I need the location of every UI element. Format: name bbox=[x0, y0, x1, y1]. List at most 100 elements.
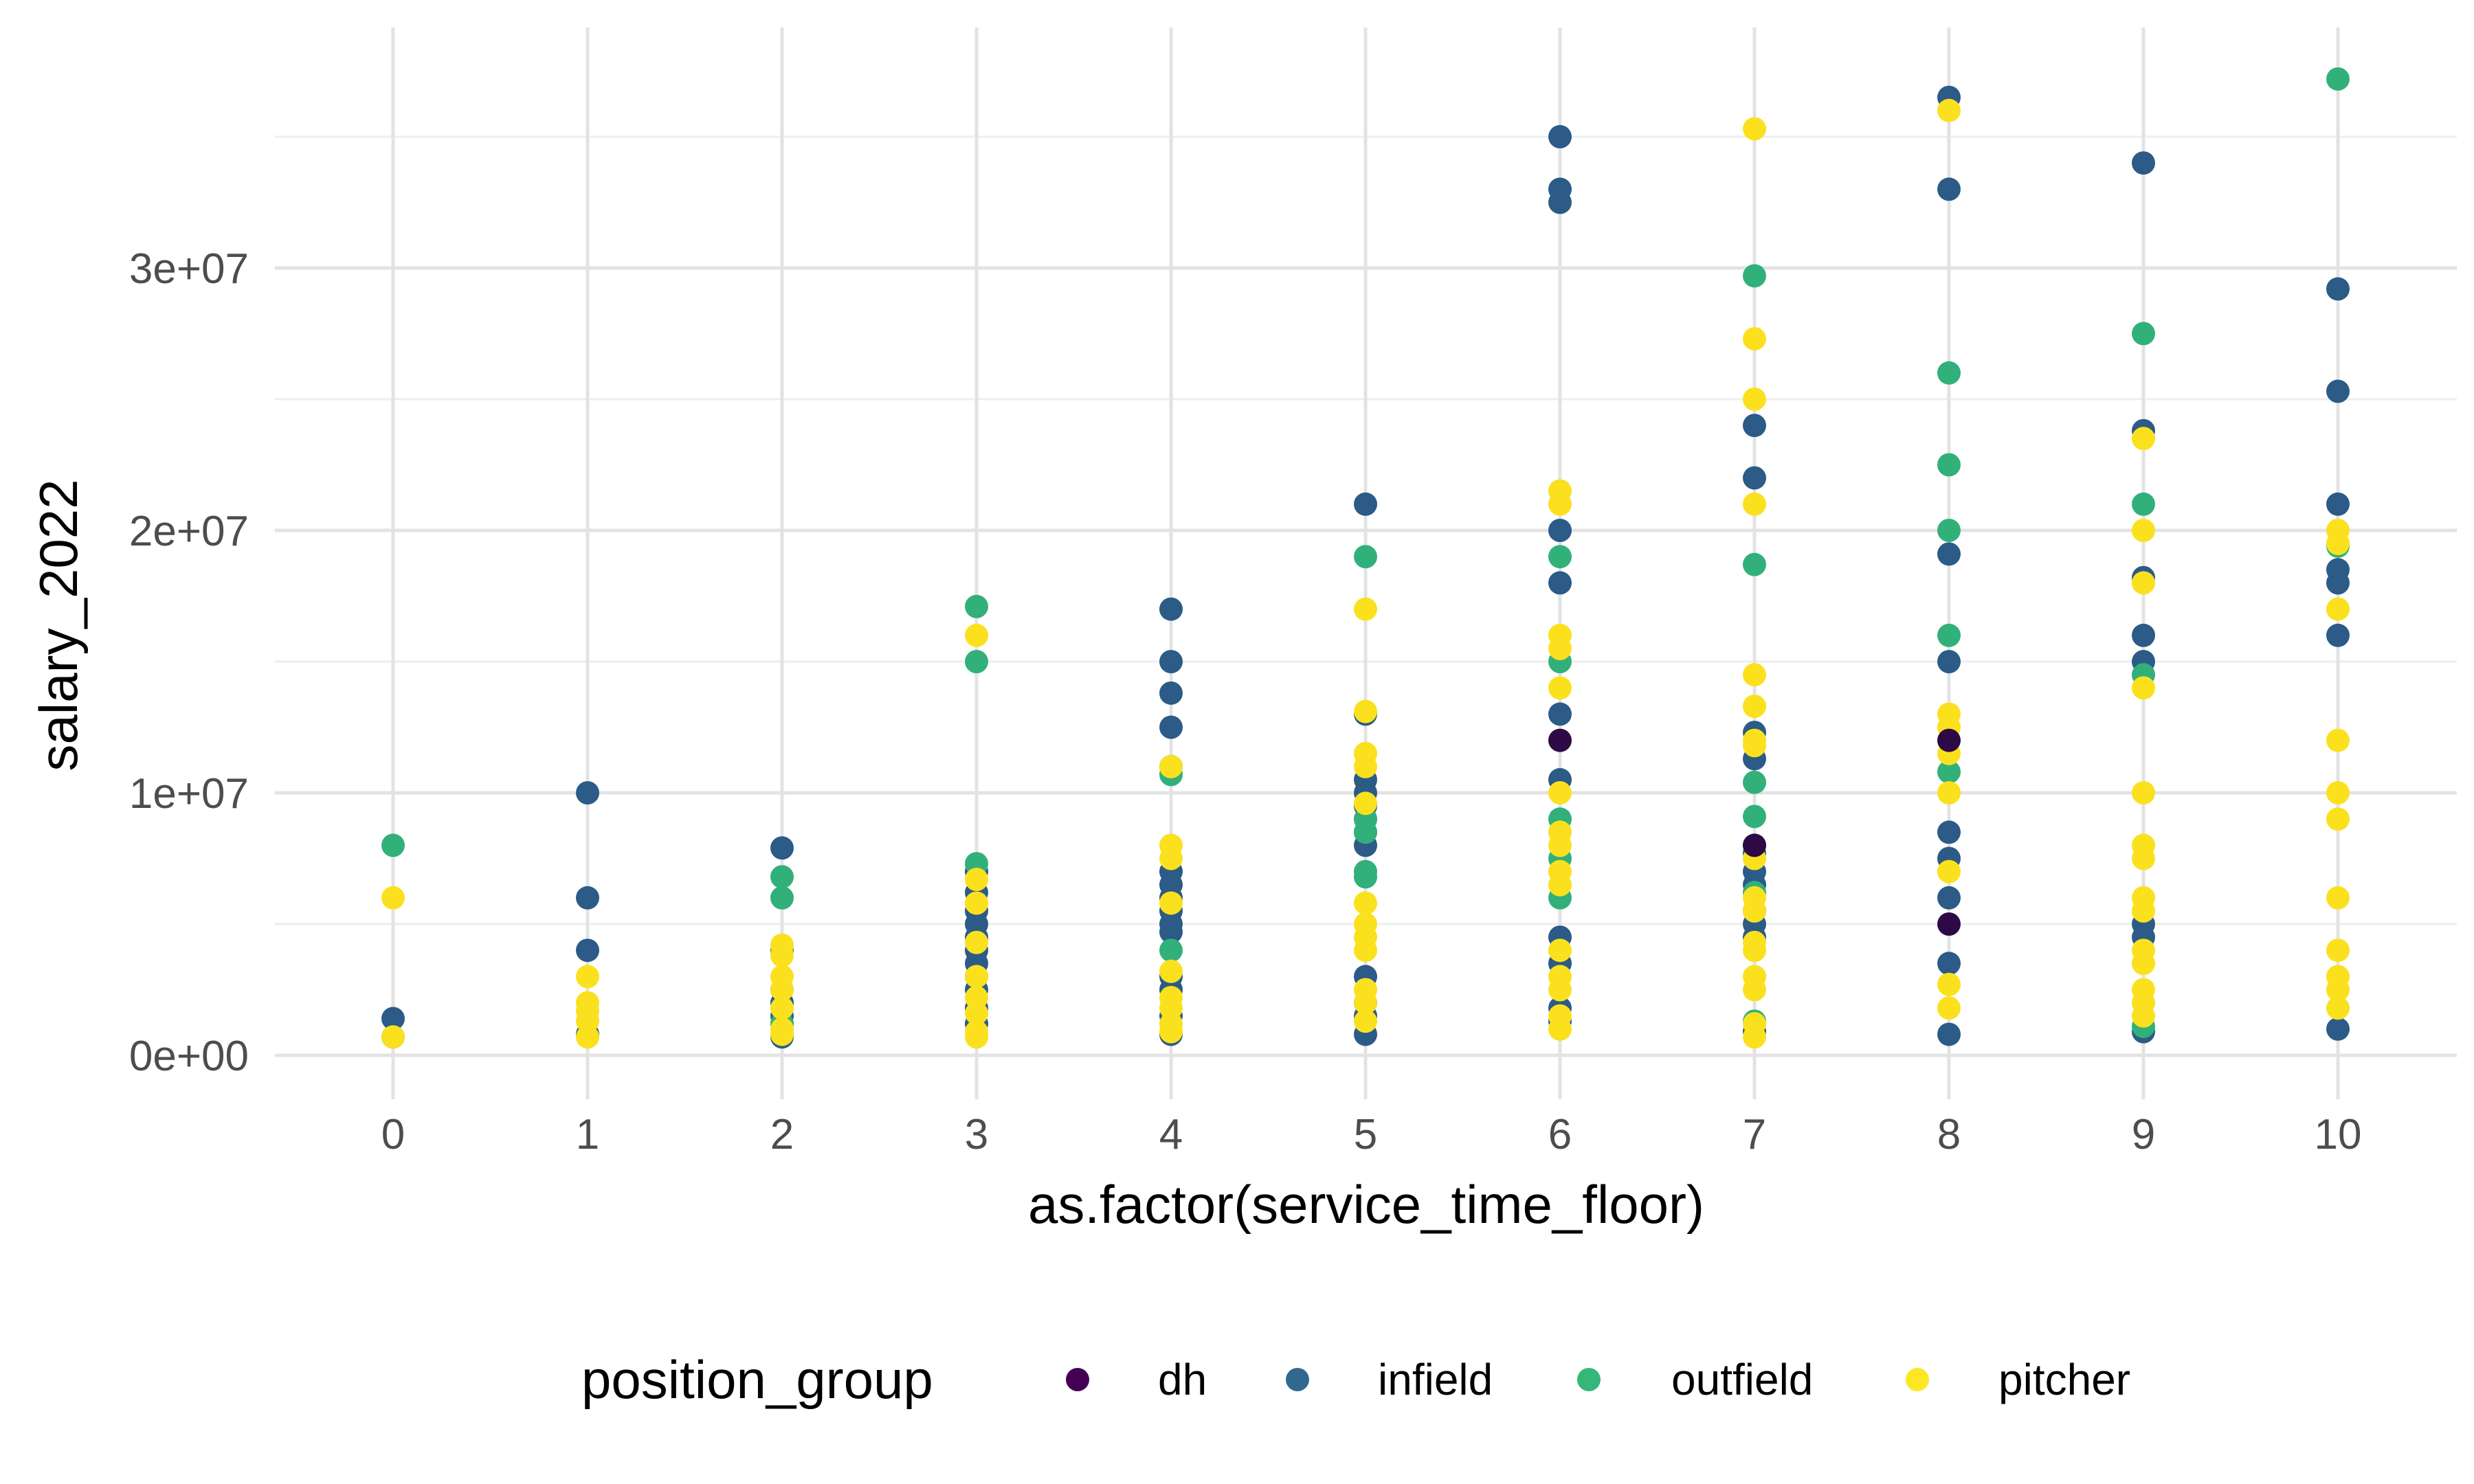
point-pitcher bbox=[1743, 1025, 1766, 1049]
point-pitcher bbox=[381, 1025, 405, 1049]
point-infield bbox=[576, 781, 599, 805]
point-pitcher bbox=[1548, 938, 1572, 963]
point-pitcher bbox=[965, 965, 988, 989]
point-infield bbox=[2326, 571, 2350, 595]
x-tick-label: 4 bbox=[1159, 1111, 1183, 1158]
point-pitcher bbox=[770, 1022, 794, 1046]
point-pitcher bbox=[2132, 781, 2155, 805]
point-pitcher bbox=[2326, 886, 2350, 910]
point-pitcher bbox=[1743, 117, 1766, 141]
x-tick-label: 8 bbox=[1937, 1111, 1961, 1158]
point-infield bbox=[1937, 820, 1961, 844]
point-pitcher bbox=[1743, 978, 1766, 1002]
point-outfield bbox=[1743, 770, 1766, 794]
point-pitcher bbox=[2132, 899, 2155, 923]
point-pitcher bbox=[1743, 734, 1766, 758]
point-pitcher bbox=[1937, 98, 1961, 122]
point-pitcher bbox=[1937, 996, 1961, 1020]
point-pitcher bbox=[2326, 532, 2350, 556]
data-points bbox=[381, 67, 2350, 1049]
y-axis-title: salary_2022 bbox=[28, 480, 89, 772]
x-tick-label: 6 bbox=[1548, 1111, 1572, 1158]
point-infield bbox=[1937, 542, 1961, 566]
point-pitcher bbox=[1354, 597, 1377, 621]
point-pitcher bbox=[1354, 1009, 1377, 1033]
point-pitcher bbox=[965, 1001, 988, 1025]
y-tick-label: 3e+07 bbox=[129, 245, 249, 293]
point-outfield bbox=[1354, 545, 1377, 569]
point-pitcher bbox=[2132, 676, 2155, 700]
point-infield bbox=[1743, 414, 1766, 438]
point-pitcher bbox=[1743, 694, 1766, 718]
x-tick-label: 2 bbox=[770, 1111, 794, 1158]
point-outfield bbox=[770, 886, 794, 910]
point-pitcher bbox=[2132, 846, 2155, 870]
point-pitcher bbox=[576, 1025, 599, 1049]
point-pitcher bbox=[2326, 728, 2350, 752]
point-pitcher bbox=[770, 978, 794, 1002]
point-outfield bbox=[1937, 453, 1961, 477]
point-pitcher bbox=[1548, 636, 1572, 660]
x-tick-label: 9 bbox=[2132, 1111, 2155, 1158]
y-tick-label: 1e+07 bbox=[129, 770, 249, 818]
point-pitcher bbox=[2326, 597, 2350, 621]
point-infield bbox=[1548, 702, 1572, 726]
x-axis-tick-labels: 0 1 2 3 4 5 6 7 8 9 10 bbox=[381, 1111, 2362, 1158]
point-pitcher bbox=[770, 943, 794, 967]
point-pitcher bbox=[381, 886, 405, 910]
point-pitcher bbox=[1354, 891, 1377, 915]
point-pitcher bbox=[1743, 938, 1766, 963]
point-pitcher bbox=[1743, 387, 1766, 411]
x-tick-label: 7 bbox=[1743, 1111, 1766, 1158]
x-tick-label: 10 bbox=[2315, 1111, 2362, 1158]
point-infield bbox=[1548, 571, 1572, 595]
point-pitcher bbox=[1159, 754, 1183, 778]
point-pitcher bbox=[1159, 846, 1183, 870]
point-pitcher bbox=[965, 1025, 988, 1049]
point-pitcher bbox=[1743, 327, 1766, 351]
point-dh bbox=[1937, 912, 1961, 936]
point-infield bbox=[1354, 492, 1377, 516]
point-pitcher bbox=[1937, 859, 1961, 884]
point-infield bbox=[1159, 597, 1183, 621]
point-pitcher bbox=[2132, 519, 2155, 542]
point-pitcher bbox=[1159, 1020, 1183, 1044]
point-infield bbox=[1937, 650, 1961, 673]
legend-label-outfield: outfield bbox=[1671, 1355, 1813, 1404]
point-outfield bbox=[770, 865, 794, 889]
legend: position_group dh infield outfield pitcher bbox=[581, 1349, 2130, 1410]
point-pitcher bbox=[2326, 807, 2350, 831]
point-outfield bbox=[1743, 552, 1766, 576]
point-dh bbox=[1937, 728, 1961, 752]
x-axis-title: as.factor(service_time_floor) bbox=[1028, 1174, 1704, 1235]
point-infield bbox=[1937, 952, 1961, 976]
point-outfield bbox=[1937, 361, 1961, 385]
point-pitcher bbox=[770, 996, 794, 1020]
legend-label-infield: infield bbox=[1378, 1355, 1493, 1404]
point-pitcher bbox=[1548, 873, 1572, 897]
point-pitcher bbox=[1548, 781, 1572, 805]
point-infield bbox=[1159, 715, 1183, 739]
point-pitcher bbox=[1548, 833, 1572, 857]
point-outfield bbox=[965, 650, 988, 673]
point-outfield bbox=[965, 594, 988, 618]
point-pitcher bbox=[1548, 1017, 1572, 1041]
y-tick-label: 0e+00 bbox=[129, 1033, 249, 1080]
y-axis-tick-labels: 0e+00 1e+07 2e+07 3e+07 bbox=[129, 245, 249, 1080]
point-pitcher bbox=[2326, 781, 2350, 805]
point-pitcher bbox=[2132, 427, 2155, 451]
point-infield bbox=[2326, 379, 2350, 403]
point-outfield bbox=[2132, 322, 2155, 346]
point-pitcher bbox=[1354, 754, 1377, 778]
legend-key-outfield bbox=[1577, 1368, 1601, 1391]
point-pitcher bbox=[1354, 938, 1377, 963]
point-pitcher bbox=[1354, 991, 1377, 1015]
point-pitcher bbox=[576, 965, 599, 989]
point-outfield bbox=[1937, 760, 1961, 784]
point-pitcher bbox=[2132, 952, 2155, 976]
legend-key-infield bbox=[1286, 1368, 1309, 1391]
point-pitcher bbox=[1354, 699, 1377, 723]
x-tick-label: 0 bbox=[381, 1111, 405, 1158]
point-infield bbox=[576, 938, 599, 963]
